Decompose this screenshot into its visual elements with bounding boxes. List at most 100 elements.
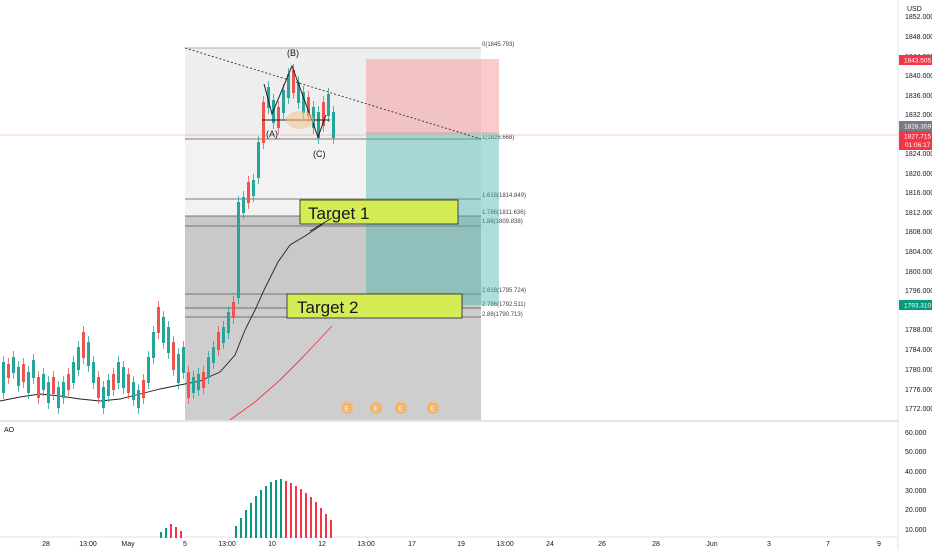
candle-body <box>52 377 55 394</box>
candle-body <box>262 102 265 143</box>
candle-body <box>32 360 35 378</box>
fib-level-1: 1(1826.668) <box>482 135 514 141</box>
candle-body <box>152 332 155 358</box>
candle-body <box>212 347 215 363</box>
candle-body <box>87 342 90 366</box>
wave-zigzag[interactable] <box>263 64 327 139</box>
fib-level-288: 2.88(1790.713) <box>482 312 523 318</box>
candle-body <box>277 107 280 128</box>
candle-body <box>327 94 330 116</box>
candle-body <box>132 382 135 400</box>
ao-axis-label: 60.000 <box>905 430 927 437</box>
price-candles[interactable] <box>2 64 335 414</box>
svg-text:E: E <box>431 406 436 413</box>
price-axis-label: 1840.000 <box>905 73 932 80</box>
candle-body <box>82 332 85 358</box>
candle-body <box>317 112 320 138</box>
price-axis-label: 1772.000 <box>905 406 932 413</box>
time-axis-label: 28 <box>42 541 50 548</box>
candle-body <box>157 307 160 333</box>
price-axis-label: 1776.000 <box>905 387 932 394</box>
candle-body <box>47 382 50 403</box>
event-badge[interactable]: E <box>395 402 407 414</box>
ao-bar <box>275 480 277 538</box>
price-axis-label: 1852.000 <box>905 14 932 21</box>
ao-bar <box>325 514 327 538</box>
ao-axis[interactable]: 60.000 50.000 40.000 30.000 20.000 10.000 <box>905 430 927 534</box>
candle-body <box>197 374 200 390</box>
time-axis-label: 13:00 <box>79 541 97 548</box>
candle-body <box>192 377 195 393</box>
candle-body <box>162 317 165 343</box>
price-axis-label: 1784.000 <box>905 347 932 354</box>
candle-body <box>62 382 65 398</box>
ao-bar <box>260 490 262 538</box>
time-axis-label: 26 <box>598 541 606 548</box>
event-badges[interactable]: E E E E <box>341 402 439 414</box>
candle-body <box>257 142 260 178</box>
time-axis-label: 17 <box>408 541 416 548</box>
candle-body <box>122 367 125 388</box>
candle-body <box>297 82 300 103</box>
price-axis-label: 1788.000 <box>905 327 932 334</box>
price-axis-label: 1848.000 <box>905 34 932 41</box>
target-1-callout[interactable]: Target 1 <box>299 199 459 232</box>
price-axis-label: 1796.000 <box>905 288 932 295</box>
ao-bar <box>250 503 252 538</box>
fib-level-0: 0(1845.793) <box>482 42 514 48</box>
candle-body <box>292 70 295 93</box>
candle-body <box>227 312 230 333</box>
target-2-callout[interactable]: Target 2 <box>286 293 463 319</box>
candle-body <box>207 357 210 378</box>
price-axis-label: 1804.000 <box>905 249 932 256</box>
candle-body <box>312 107 315 128</box>
price-axis-label: 1808.000 <box>905 229 932 236</box>
highlight-ellipse[interactable] <box>286 111 314 129</box>
event-badge[interactable]: E <box>427 402 439 414</box>
candle-body <box>322 102 325 126</box>
candle-body <box>2 362 5 393</box>
candle-body <box>242 197 245 213</box>
ao-bar <box>175 527 177 538</box>
candle-body <box>172 342 175 370</box>
time-axis-label: May <box>121 541 135 548</box>
candle-body <box>307 97 310 116</box>
ao-bar <box>280 479 282 538</box>
fib-level-2786: 2.786(1792.511) <box>482 302 526 308</box>
candle-body <box>7 364 10 378</box>
time-axis[interactable]: 28 13:00 May 5 13:00 10 12 13:00 17 19 13:00 24 26 28… <box>42 541 881 548</box>
ao-bar <box>310 497 312 538</box>
ao-histogram[interactable] <box>160 479 332 538</box>
time-axis-label: 13:00 <box>357 541 375 548</box>
wave-label-a: (A) <box>266 129 278 139</box>
svg-text:1843.505: 1843.505 <box>904 58 931 65</box>
candle-body <box>252 180 255 196</box>
ao-bar <box>295 486 297 538</box>
candle-body <box>137 390 140 408</box>
price-axis-label: 1812.000 <box>905 210 932 217</box>
price-axis[interactable]: 1852.0001848.0001844.0001840.0001836.000… <box>905 14 932 413</box>
ao-indicator-label[interactable]: AO <box>4 427 15 434</box>
short-position-tool[interactable] <box>366 59 499 305</box>
svg-text:1828.359: 1828.359 <box>904 124 931 131</box>
event-badge[interactable]: E <box>370 402 382 414</box>
candle-body <box>302 92 305 113</box>
candle-body <box>37 377 40 398</box>
candle-body <box>147 357 150 383</box>
currency-label: USD <box>907 6 922 13</box>
price-axis-label: 1836.000 <box>905 93 932 100</box>
candle-body <box>267 87 270 108</box>
ao-bar <box>320 508 322 538</box>
time-axis-label: 3 <box>767 541 771 548</box>
event-badge[interactable]: E <box>341 402 353 414</box>
candle-body <box>177 354 180 383</box>
candle-body <box>42 374 45 390</box>
svg-text:E: E <box>345 406 350 413</box>
ao-axis-label: 10.000 <box>905 527 927 534</box>
ao-bar <box>160 532 162 538</box>
target-2-label: Target 2 <box>297 298 358 317</box>
ma-red-line <box>229 325 333 421</box>
ao-bar <box>180 531 182 538</box>
time-axis-label: 13:00 <box>496 541 514 548</box>
